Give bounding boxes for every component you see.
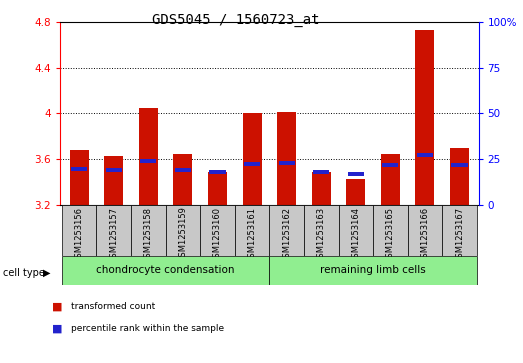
Bar — [209, 170, 225, 174]
Bar — [244, 162, 260, 166]
Bar — [451, 163, 468, 167]
Bar — [407, 205, 442, 256]
Bar — [106, 168, 122, 172]
Bar — [70, 150, 89, 205]
Bar — [166, 205, 200, 256]
Bar — [382, 163, 399, 167]
Text: GSM1253165: GSM1253165 — [386, 207, 395, 262]
Bar — [62, 205, 96, 256]
Text: ▶: ▶ — [43, 268, 51, 278]
Bar — [62, 256, 269, 285]
Bar — [373, 205, 407, 256]
Bar — [304, 205, 338, 256]
Text: GSM1253161: GSM1253161 — [247, 207, 257, 262]
Bar — [140, 159, 156, 163]
Bar — [104, 156, 123, 205]
Bar — [208, 172, 227, 205]
Bar — [279, 161, 295, 165]
Bar — [313, 170, 329, 174]
Text: GSM1253164: GSM1253164 — [351, 207, 360, 262]
Text: GSM1253156: GSM1253156 — [75, 207, 84, 262]
Text: GSM1253160: GSM1253160 — [213, 207, 222, 262]
Text: ■: ■ — [52, 323, 63, 334]
Bar — [71, 167, 87, 171]
Text: GSM1253163: GSM1253163 — [317, 207, 326, 263]
Bar — [442, 205, 477, 256]
Text: transformed count: transformed count — [71, 302, 155, 311]
Text: GSM1253158: GSM1253158 — [144, 207, 153, 262]
Text: GDS5045 / 1560723_at: GDS5045 / 1560723_at — [152, 13, 319, 27]
Bar — [269, 205, 304, 256]
Text: GSM1253166: GSM1253166 — [420, 207, 429, 263]
Bar — [243, 113, 262, 205]
Bar — [139, 108, 158, 205]
Bar — [381, 154, 400, 205]
Text: remaining limb cells: remaining limb cells — [320, 265, 426, 276]
Bar — [417, 153, 433, 157]
Text: GSM1253162: GSM1253162 — [282, 207, 291, 262]
Bar — [235, 205, 269, 256]
Text: percentile rank within the sample: percentile rank within the sample — [71, 324, 224, 333]
Bar — [312, 172, 331, 205]
Bar — [96, 205, 131, 256]
Bar — [131, 205, 166, 256]
Text: cell type: cell type — [3, 268, 44, 278]
Bar — [200, 205, 235, 256]
Bar — [346, 179, 365, 205]
Text: GSM1253157: GSM1253157 — [109, 207, 118, 262]
Bar — [269, 256, 477, 285]
Bar — [338, 205, 373, 256]
Bar — [174, 154, 192, 205]
Text: chondrocyte condensation: chondrocyte condensation — [96, 265, 235, 276]
Text: GSM1253167: GSM1253167 — [455, 207, 464, 263]
Text: GSM1253159: GSM1253159 — [178, 207, 187, 262]
Bar — [175, 168, 191, 172]
Text: ■: ■ — [52, 302, 63, 312]
Bar — [415, 30, 435, 205]
Bar — [348, 172, 364, 176]
Bar — [450, 148, 469, 205]
Bar — [277, 112, 296, 205]
